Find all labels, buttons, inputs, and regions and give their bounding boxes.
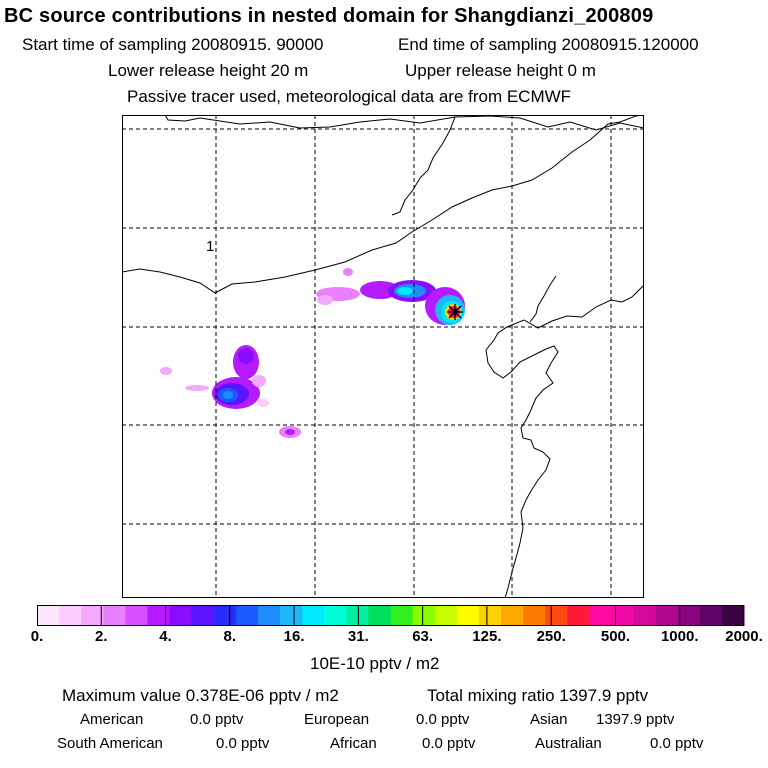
colorbar-swatch	[37, 605, 60, 626]
colorbar-swatch	[280, 605, 303, 626]
region-american-value: 0.0 pptv	[190, 711, 244, 728]
region-australian-label: Australian	[535, 735, 602, 752]
upper-release-height: Upper release height 0 m	[405, 61, 596, 80]
gobi-border	[122, 115, 644, 294]
end-time: End time of sampling 20080915.120000	[398, 35, 699, 54]
plume-cell	[397, 287, 413, 295]
colorbar-tick-label: 500.	[600, 628, 631, 645]
colorbar-swatch	[655, 605, 679, 626]
colorbar-tick-label: 0.	[30, 628, 44, 645]
colorbar	[37, 605, 745, 626]
colorbar-swatch	[346, 605, 369, 626]
region-european-label: European	[304, 711, 370, 728]
colorbar-swatch	[147, 605, 171, 626]
colorbar-tick-label: 8.	[223, 628, 237, 645]
colorbar-swatch	[633, 605, 657, 626]
star-icon	[447, 304, 463, 320]
region-asian-label: Asian	[530, 711, 568, 728]
region-african-value: 0.0 pptv	[422, 735, 476, 752]
colorbar-swatch	[324, 605, 347, 626]
plume-cell	[285, 429, 295, 435]
colorbar-swatch	[59, 605, 82, 626]
colorbar-swatch	[500, 605, 524, 626]
korea-border	[529, 275, 557, 323]
plume-cell	[252, 375, 266, 387]
colorbar-tick-label: 31.	[347, 628, 369, 645]
plume-cell	[343, 268, 353, 276]
plume-cell	[185, 385, 209, 391]
colorbar-swatch	[257, 605, 281, 626]
colorbar-tick-label: 4.	[159, 628, 172, 645]
colorbar-swatch	[567, 605, 590, 626]
colorbar-tick-label: 1000.	[660, 628, 699, 645]
colorbar-swatch	[545, 605, 568, 626]
colorbar-swatch	[677, 605, 701, 626]
inner-border	[391, 116, 456, 216]
colorbar-swatch	[169, 605, 193, 626]
colorbar-swatch	[302, 605, 325, 626]
region-australian-value: 0.0 pptv	[650, 735, 704, 752]
colorbar-swatch	[434, 605, 458, 626]
plume-cell	[257, 399, 269, 407]
main-plume	[316, 268, 465, 325]
colorbar-swatch	[390, 605, 414, 626]
colorbar-swatch	[368, 605, 391, 626]
colorbar-tick-label: 63.	[412, 628, 434, 645]
colorbar-swatch	[81, 605, 104, 626]
plume-cell	[223, 391, 233, 399]
colorbar-tick-label: 250.	[536, 628, 566, 645]
tracer-note: Passive tracer used, meteorological data…	[127, 87, 572, 106]
colorbar-tick-label: 125.	[472, 628, 502, 645]
western-plume	[160, 345, 269, 409]
colorbar-unit: 10E-10 pptv / m2	[310, 654, 440, 673]
map-frame	[122, 115, 644, 598]
colorbar-tick-label: 16.	[283, 628, 305, 645]
chart-title: BC source contributions in nested domain…	[4, 5, 654, 27]
colorbar-swatch	[456, 605, 480, 626]
total-mixing-ratio: Total mixing ratio 1397.9 pptv	[427, 686, 649, 705]
colorbar-swatch	[235, 605, 259, 626]
region-american-label: American	[80, 711, 144, 728]
plume-cell	[160, 367, 172, 375]
region-asian-value: 1397.9 pptv	[596, 711, 675, 728]
colorbar-swatch	[191, 605, 215, 626]
region-african-label: African	[330, 735, 377, 752]
northern-border	[164, 115, 644, 131]
coastlines	[122, 115, 644, 598]
grid-lines	[122, 115, 644, 598]
colorbar-tick-label: 2000.	[725, 628, 763, 645]
colorbar-swatch	[699, 605, 723, 626]
region-european-value: 0.0 pptv	[416, 711, 470, 728]
colorbar-swatch	[103, 605, 126, 626]
colorbar-frame	[37, 605, 744, 626]
region-south-american-value: 0.0 pptv	[216, 735, 270, 752]
southern-plume	[279, 426, 301, 438]
colorbar-swatch	[412, 605, 436, 626]
colorbar-swatch	[589, 605, 612, 626]
start-time: Start time of sampling 20080915. 90000	[22, 35, 324, 54]
plume-cell	[317, 295, 333, 305]
plume-cell	[238, 348, 254, 364]
region-label: 1	[206, 238, 214, 255]
colorbar-swatch	[478, 605, 502, 626]
max-value: Maximum value 0.378E-06 pptv / m2	[62, 686, 339, 705]
colorbar-swatch	[721, 605, 745, 626]
concentration-field	[160, 268, 465, 438]
colorbar-swatch	[523, 605, 546, 626]
region-south-american-label: South American	[57, 735, 163, 752]
lower-release-height: Lower release height 20 m	[108, 61, 309, 80]
east-coast	[485, 284, 644, 598]
colorbar-tick-label: 2.	[95, 628, 108, 645]
colorbar-swatch	[125, 605, 148, 626]
colorbar-swatch	[611, 605, 635, 626]
colorbar-swatch	[213, 605, 237, 626]
